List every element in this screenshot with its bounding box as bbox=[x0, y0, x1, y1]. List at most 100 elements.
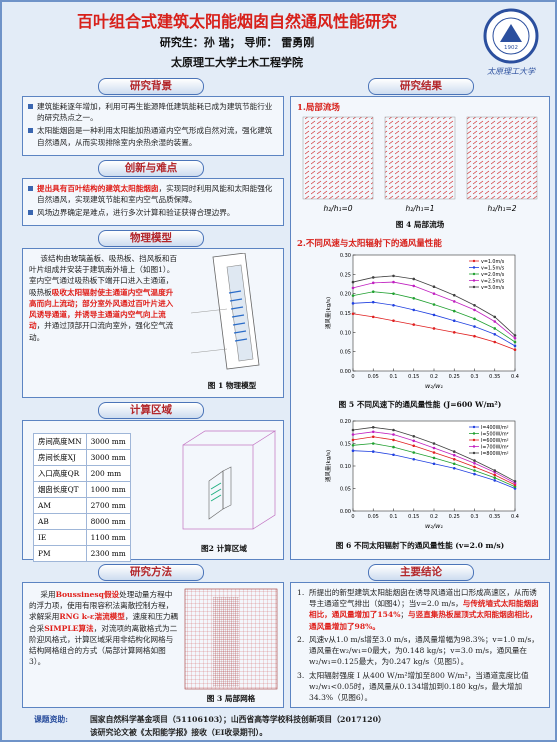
text-run: RNG k-ε湍流模型 bbox=[59, 612, 125, 622]
table-row: 入口高度QR 200 mm bbox=[33, 465, 131, 482]
table-cell: 2700 mm bbox=[85, 497, 131, 514]
table-cell: 房间高度MN bbox=[33, 433, 87, 450]
paragraph: 采用Boussinesq假设处理动量方程中的浮力项，使用有限容积法离散控制方程，… bbox=[29, 589, 179, 668]
legend-label: I=400W/m² bbox=[481, 425, 509, 431]
x-tick-label: 0.25 bbox=[449, 374, 460, 380]
parameter-table: 房间高度MN 3000 mm 房间长度XJ 3000 mm 入口高度QR 200 mm 烟囱… bbox=[33, 433, 131, 562]
data-point bbox=[493, 327, 497, 330]
text-run: 提出具有百叶结构的建筑太阳能烟囱 bbox=[37, 184, 159, 193]
x-tick-label: 0.3 bbox=[471, 514, 479, 520]
data-point bbox=[432, 462, 436, 466]
x-tick-label: 0.35 bbox=[489, 514, 500, 520]
data-point bbox=[432, 313, 436, 317]
table-row: AB 8000 mm bbox=[33, 513, 131, 530]
data-point bbox=[473, 317, 476, 321]
data-point bbox=[452, 293, 456, 297]
section-heading: 创新与难点 bbox=[98, 160, 204, 177]
data-point bbox=[351, 294, 355, 297]
table-cell: PM bbox=[33, 545, 87, 562]
footer-line: 国家自然科学基金项目（51106103）；山西省高等学校科技创新项目（20171… bbox=[90, 715, 386, 724]
y-tick-label: 0.15 bbox=[340, 311, 351, 317]
section-heading: 计算区域 bbox=[98, 402, 204, 419]
x-axis-label: w₂/w₁ bbox=[425, 522, 443, 530]
x-tick-label: 0.4 bbox=[511, 374, 519, 380]
y-axis-label: 通风量(kg/s) bbox=[324, 450, 332, 482]
data-point bbox=[473, 462, 476, 465]
data-point bbox=[412, 451, 416, 454]
caption: 图 6 不同太阳辐射下的通风量性能 (v=2.0 m/s) bbox=[335, 541, 505, 550]
data-point bbox=[412, 323, 416, 326]
model-figure bbox=[190, 253, 260, 370]
x-tick-label: 0.1 bbox=[390, 514, 398, 520]
data-point bbox=[452, 462, 456, 466]
data-point bbox=[473, 325, 476, 328]
item-number: 2. bbox=[297, 634, 305, 644]
x-tick-label: 0.05 bbox=[368, 374, 379, 380]
legend-marker bbox=[472, 266, 476, 269]
data-point bbox=[493, 332, 497, 336]
table-cell: 200 mm bbox=[85, 465, 131, 482]
data-point bbox=[432, 303, 436, 306]
data-point bbox=[493, 479, 497, 482]
conclusions-box: 1. 所提出的新型建筑太阳能烟囱在诱导风通道出口形成高速区，从而诱导主通道空气排出… bbox=[290, 582, 550, 708]
text-run: ； bbox=[400, 610, 409, 620]
data-point bbox=[432, 446, 436, 450]
numbered-list: 1. 所提出的新型建筑太阳能烟囱在诱导风通道出口形成高速区，从而诱导主通道空气排出… bbox=[291, 583, 549, 703]
text-run: 风速v从1.0 m/s增至3.0 m/s，通风量增幅为98.3%；v=1.0 m… bbox=[309, 634, 539, 667]
section-heading: 主要结论 bbox=[368, 564, 474, 581]
data-point bbox=[513, 480, 517, 483]
data-point bbox=[493, 476, 497, 479]
logo-year: 1902 bbox=[504, 45, 518, 51]
legend-label: v=2.5m/s bbox=[481, 278, 505, 284]
section-heading: 研究背景 bbox=[98, 78, 204, 95]
text-run: 太阳能烟囱是一种利用太阳能加热通道内空气形成自然对流，强化建筑自然通风，从而实现… bbox=[37, 126, 273, 147]
y-tick-label: 0.00 bbox=[340, 369, 351, 375]
data-point bbox=[392, 433, 395, 436]
data-point bbox=[432, 456, 436, 460]
x-tick-label: 0.3 bbox=[471, 374, 479, 380]
x-axis-label: w₂/w₁ bbox=[425, 382, 443, 390]
data-point bbox=[371, 276, 375, 279]
caption: 图 3 局部网格 bbox=[206, 694, 256, 703]
model-box: 该结构由玻璃盖板、吸热板、挡风板和百叶片组成并安装于建筑南外墙上（如图1）。室内… bbox=[22, 248, 284, 398]
text-run: 与竖直集热板屋顶式太阳能烟囱相比，通风量增加了98%。 bbox=[309, 610, 538, 631]
data-point bbox=[371, 290, 375, 294]
data-point bbox=[513, 336, 517, 340]
x-tick-label: 0 bbox=[351, 374, 354, 380]
data-point bbox=[513, 481, 517, 485]
data-point bbox=[412, 297, 416, 300]
data-point bbox=[412, 435, 416, 438]
text-run: 采用 bbox=[40, 590, 56, 599]
data-point bbox=[351, 302, 355, 305]
legend-label: I=600W/m² bbox=[481, 438, 509, 444]
text-run: SIMPLE算法 bbox=[44, 623, 94, 633]
bullet-item: 提出具有百叶结构的建筑太阳能烟囱，实现同时利用风能和太阳能强化自然通风，实现建筑… bbox=[28, 183, 277, 205]
data-point bbox=[473, 465, 476, 469]
item-text: 太阳辐射强度 I 从400 W/m²增加至800 W/m²，当通道宽度比值w₂/… bbox=[309, 670, 543, 704]
data-point bbox=[412, 439, 416, 443]
table-cell: 3000 mm bbox=[85, 449, 131, 466]
y-tick-label: 0.10 bbox=[340, 464, 351, 470]
section-heading: 研究结果 bbox=[368, 78, 474, 95]
data-point bbox=[351, 444, 355, 447]
table-cell: 2300 mm bbox=[85, 545, 131, 562]
x-tick-label: 0.15 bbox=[408, 374, 419, 380]
data-point bbox=[351, 280, 355, 284]
legend-marker bbox=[472, 285, 476, 289]
x-tick-label: 0.4 bbox=[511, 514, 519, 520]
y-tick-label: 0.00 bbox=[340, 509, 351, 515]
mesh-figure bbox=[184, 588, 278, 690]
data-point bbox=[432, 292, 436, 295]
data-point bbox=[371, 435, 375, 439]
data-point bbox=[493, 469, 497, 472]
data-point bbox=[513, 334, 517, 337]
y-tick-label: 0.25 bbox=[340, 272, 351, 278]
footer-label: 课题资助: bbox=[34, 715, 69, 724]
x-tick-label: 0 bbox=[351, 514, 354, 520]
panel-label: h₂/h₁=2 bbox=[487, 204, 516, 213]
panel-label: h₂/h₁=1 bbox=[405, 204, 434, 213]
table-row: 房间高度MN 3000 mm bbox=[33, 433, 131, 450]
item-number: 3. bbox=[297, 670, 305, 680]
plot-area bbox=[352, 420, 516, 512]
